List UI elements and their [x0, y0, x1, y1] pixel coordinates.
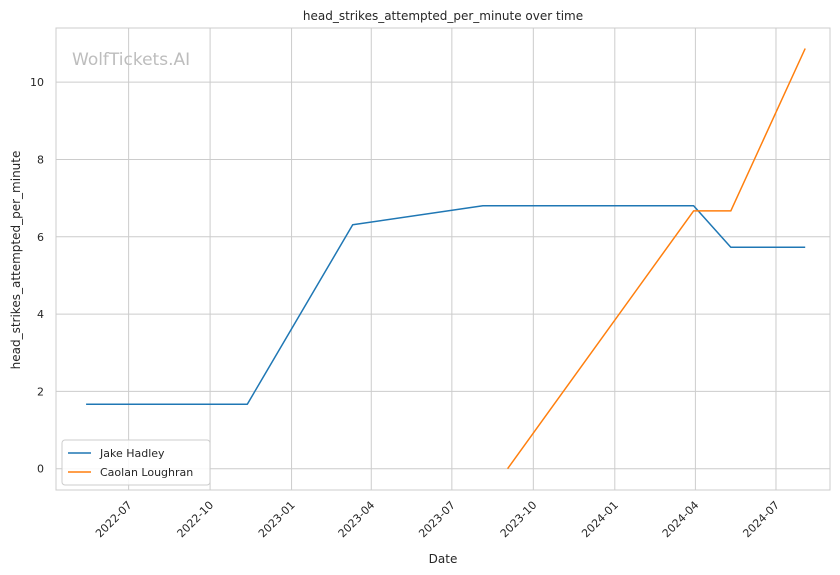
y-tick-label: 8 [37, 153, 44, 166]
x-tick-label: 2023-10 [498, 499, 540, 541]
x-tick-label: 2024-04 [660, 499, 702, 541]
y-tick-label: 6 [37, 231, 44, 244]
x-tick-label: 2023-04 [336, 499, 378, 541]
x-tick-label: 2022-07 [93, 499, 135, 541]
y-axis-ticks: 0 2 4 6 8 10 [30, 76, 44, 476]
legend-label-caolan-loughran: Caolan Loughran [100, 466, 193, 479]
plot-area [55, 27, 831, 491]
legend-label-jake-hadley: Jake Hadley [99, 447, 165, 460]
x-tick-label: 2023-01 [256, 499, 298, 541]
y-tick-label: 10 [30, 76, 44, 89]
chart-title: head_strikes_attempted_per_minute over t… [303, 9, 583, 23]
x-tick-label: 2024-07 [740, 499, 782, 541]
x-tick-label: 2024-01 [579, 499, 621, 541]
y-axis-label: head_strikes_attempted_per_minute [9, 151, 23, 370]
x-tick-label: 2022-10 [175, 499, 217, 541]
series-line-jake-hadley [86, 205, 806, 405]
x-axis-label: Date [429, 552, 458, 566]
legend: Jake Hadley Caolan Loughran [61, 439, 211, 486]
x-tick-label: 2023-07 [416, 499, 458, 541]
grid [56, 28, 830, 490]
y-tick-label: 4 [37, 308, 44, 321]
series-line-caolan-loughran [506, 48, 806, 470]
legend-box [61, 439, 211, 486]
watermark-logo: WolfTickets.AI [72, 50, 190, 70]
x-axis-ticks: 2022-07 2022-10 2023-01 2023-04 2023-07 2023-… [93, 499, 782, 541]
y-tick-label: 0 [37, 463, 44, 476]
series-lines [86, 48, 806, 470]
y-tick-label: 2 [37, 385, 44, 398]
